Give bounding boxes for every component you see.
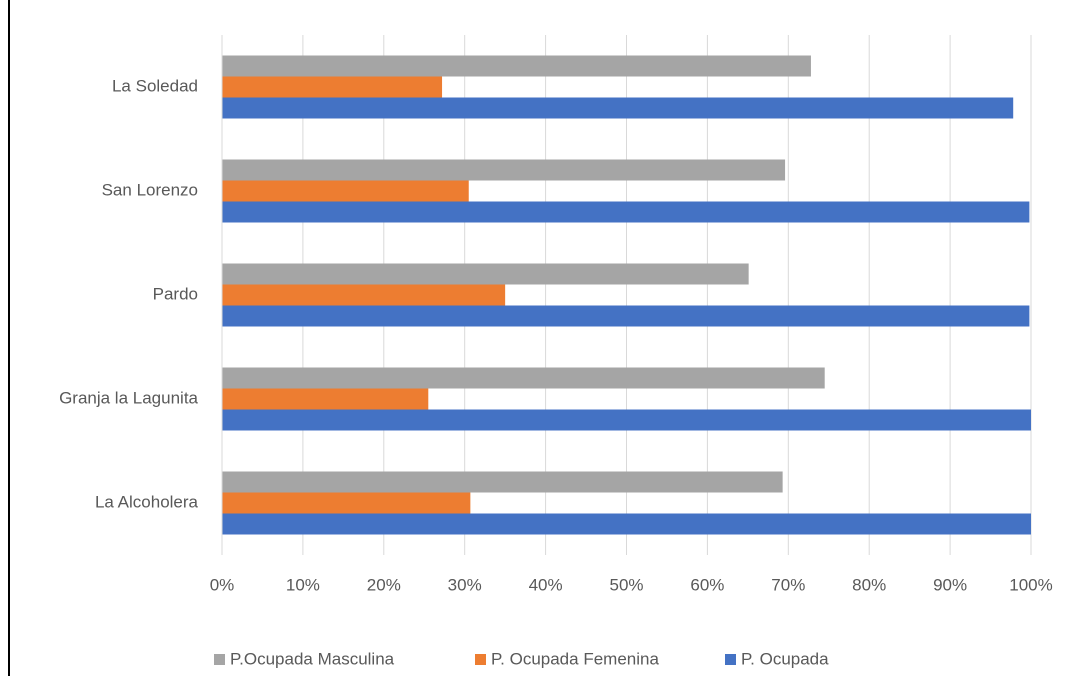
x-tick-label: 60% <box>690 575 724 594</box>
bar <box>222 263 749 285</box>
bar <box>222 367 825 389</box>
y-tick-label: La Soledad <box>112 76 198 95</box>
legend-label: P.Ocupada Masculina <box>230 649 395 668</box>
bar <box>222 55 811 77</box>
legend-label: P. Ocupada Femenina <box>491 649 659 668</box>
bar <box>222 284 506 306</box>
legend-swatch <box>214 654 225 665</box>
bar <box>222 513 1031 535</box>
bar <box>222 388 429 410</box>
legend-swatch <box>725 654 736 665</box>
x-tick-label: 50% <box>609 575 643 594</box>
bar <box>222 97 1014 119</box>
y-tick-label: Granja la Lagunita <box>59 388 198 407</box>
x-tick-label: 30% <box>448 575 482 594</box>
bar <box>222 471 783 493</box>
x-tick-label: 80% <box>852 575 886 594</box>
bar <box>222 76 443 98</box>
bar <box>222 180 469 202</box>
x-tick-label: 0% <box>210 575 235 594</box>
bar <box>222 409 1031 431</box>
x-tick-label: 70% <box>771 575 805 594</box>
bar <box>222 492 471 514</box>
y-tick-label: San Lorenzo <box>102 180 198 199</box>
y-tick-label: Pardo <box>153 284 198 303</box>
legend-label: P. Ocupada <box>741 649 829 668</box>
bar <box>222 305 1030 327</box>
bar <box>222 201 1030 223</box>
bar <box>222 159 786 181</box>
x-tick-label: 90% <box>933 575 967 594</box>
x-tick-label: 20% <box>367 575 401 594</box>
x-tick-label: 10% <box>286 575 320 594</box>
y-tick-label: La Alcoholera <box>95 492 199 511</box>
legend-swatch <box>475 654 486 665</box>
x-tick-label: 40% <box>529 575 563 594</box>
x-tick-label: 100% <box>1009 575 1052 594</box>
